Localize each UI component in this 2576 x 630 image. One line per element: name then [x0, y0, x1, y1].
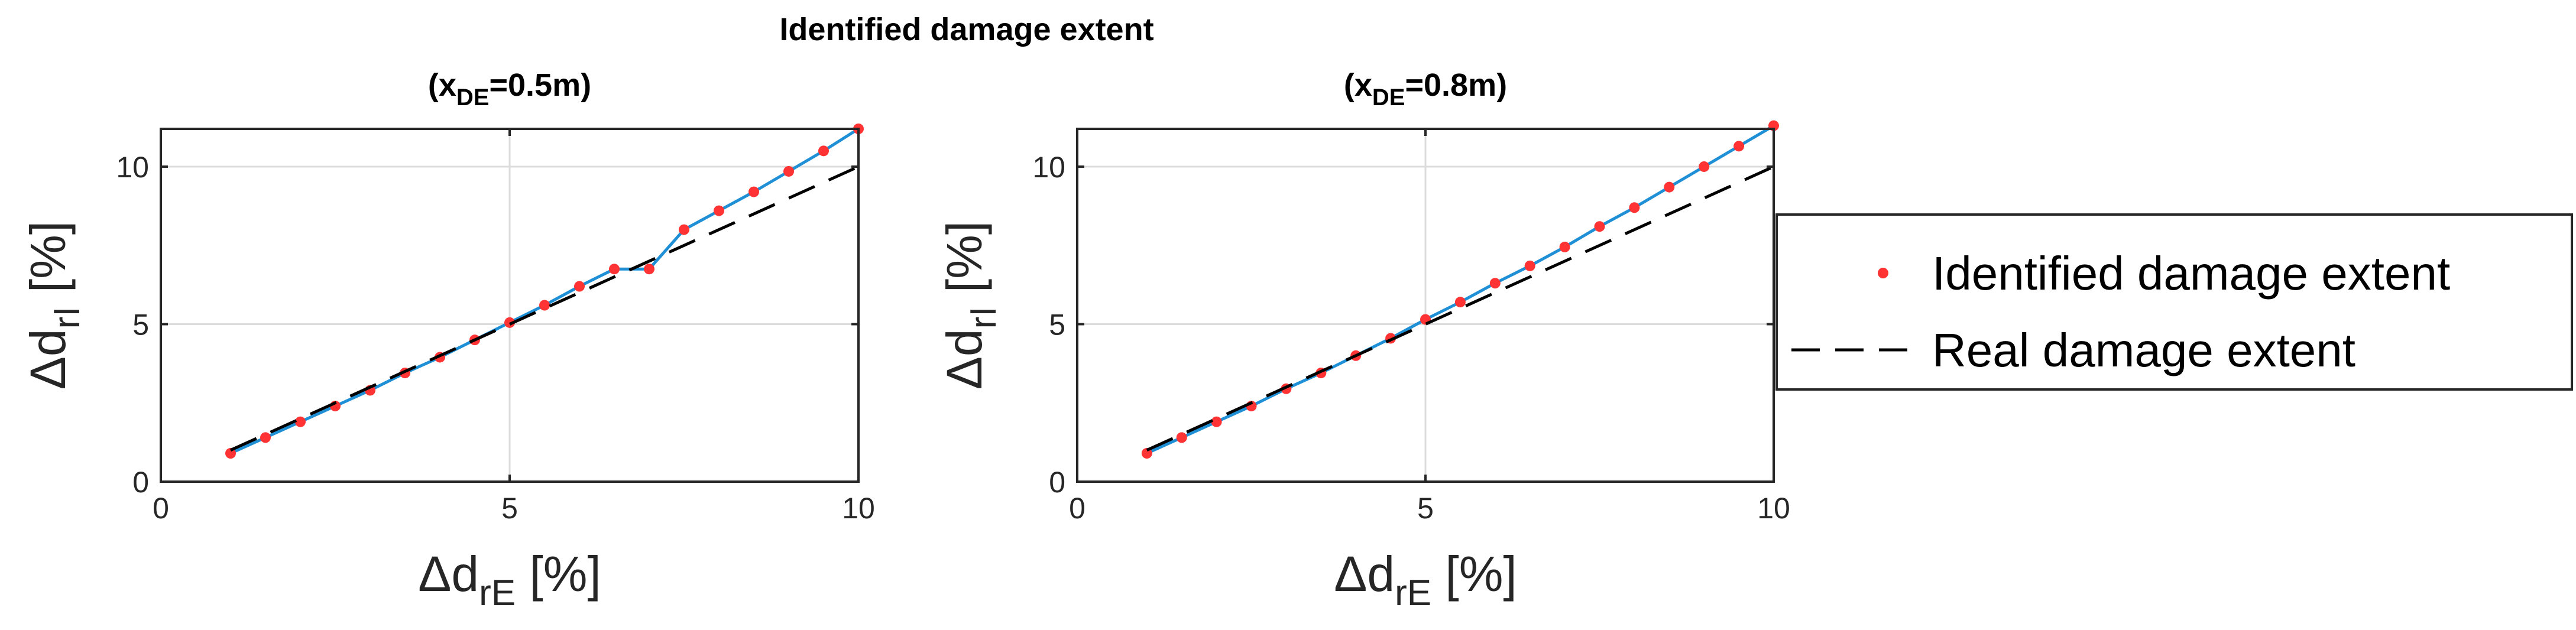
y-tick-label: 0 [1049, 466, 1065, 499]
x-tick-label: 0 [153, 492, 169, 525]
data-point [1489, 278, 1501, 289]
plot-title: (xDE=0.5m) [428, 67, 591, 111]
y-axis-label-main: Δd [20, 329, 76, 389]
x-axis-label: ΔdrE [%] [418, 546, 601, 613]
data-point [1176, 432, 1187, 443]
x-tick-label: 5 [501, 492, 518, 525]
data-point [539, 300, 550, 311]
data-point [749, 186, 759, 197]
x-axis-label-tail: [%] [516, 546, 601, 602]
series-real-line [1146, 165, 1775, 452]
plot-title-sub: DE [1372, 85, 1405, 111]
data-point [295, 416, 306, 427]
legend-identified-label: Identified damage extent [1932, 247, 2450, 300]
plot-title-tail: =0.8m) [1405, 67, 1507, 103]
plot-title-tail: =0.5m) [489, 67, 591, 103]
plot-title-sub: DE [456, 85, 490, 111]
data-point [609, 264, 620, 275]
x-axis-label-main: Δd [418, 546, 479, 602]
y-tick-label: 0 [132, 466, 149, 499]
plot-title-main: (x [428, 67, 456, 103]
y-axis-label-main: Δd [937, 329, 992, 389]
x-axis-label-main: Δd [1334, 546, 1395, 602]
data-point [1594, 221, 1605, 232]
plot-title-main: (x [1344, 67, 1372, 103]
x-tick-label: 10 [842, 492, 875, 525]
plot-title: (xDE=0.8m) [1344, 67, 1507, 111]
data-point [1211, 416, 1222, 427]
data-point [225, 448, 236, 459]
data-point [644, 264, 654, 275]
y-axis-label-tail: [%] [937, 221, 992, 307]
x-tick-label: 10 [1757, 492, 1790, 525]
data-point [1559, 241, 1570, 252]
data-point [1699, 161, 1710, 172]
legend-identified-marker [1878, 268, 1888, 278]
x-tick-label: 0 [1069, 492, 1086, 525]
data-point [714, 205, 724, 216]
x-axis-label-sub: rE [1395, 573, 1431, 613]
data-point [1664, 181, 1675, 193]
legend: Identified damage extent Real damage ext… [1775, 213, 2573, 391]
data-point [1524, 260, 1535, 271]
y-axis-label: ΔdrI [%] [20, 221, 88, 389]
y-axis-label-sub: rI [963, 307, 1004, 329]
y-axis-label-sub: rI [47, 307, 88, 329]
data-point [574, 281, 585, 292]
y-axis-label: ΔdrI [%] [937, 221, 1004, 389]
data-point [1733, 141, 1745, 152]
legend-box [1775, 213, 2573, 391]
x-tick-label: 5 [1417, 492, 1434, 525]
y-axis-label-tail: [%] [20, 221, 76, 307]
x-axis-label-tail: [%] [1431, 546, 1517, 602]
data-point [783, 165, 794, 177]
data-point [679, 224, 689, 235]
data-point [1141, 448, 1152, 459]
y-tick-label: 5 [1049, 308, 1065, 341]
data-point [260, 432, 271, 443]
series-real-line [229, 165, 860, 452]
data-point [818, 145, 829, 157]
data-point [1629, 202, 1640, 213]
x-axis-label: ΔdrE [%] [1334, 546, 1517, 613]
legend-real-label: Real damage extent [1932, 324, 2355, 376]
y-tick-label: 5 [132, 308, 149, 341]
data-point [1454, 297, 1466, 308]
y-tick-label: 10 [116, 151, 149, 184]
x-axis-label-sub: rE [479, 573, 516, 613]
figure-suptitle: Identified damage extent [779, 12, 1153, 47]
y-tick-label: 10 [1032, 151, 1065, 184]
